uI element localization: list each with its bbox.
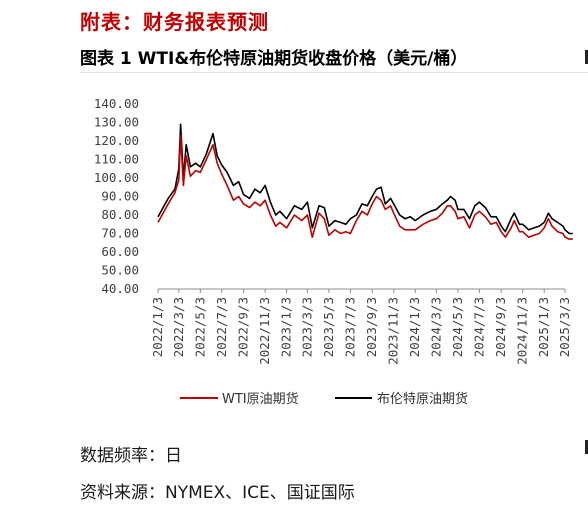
legend-label: WTI原油期货 — [222, 391, 299, 407]
legend-label: 布伦特原油期货 — [377, 391, 468, 407]
legend: WTI原油期货 布伦特原油期货 — [180, 391, 468, 407]
x-tick-label: 2025/3/3 — [557, 297, 572, 357]
chart-title: 图表 1 WTI&布伦特原油期货收盘价格（美元/桶） — [80, 49, 468, 69]
data-frequency-note: 数据频率：日 — [80, 446, 182, 466]
x-tick-label: 2025/1/3 — [536, 297, 551, 357]
y-tick-label: 120.00 — [94, 133, 139, 148]
x-tick-label: 2024/7/3 — [471, 297, 486, 357]
y-tick-label: 130.00 — [94, 115, 139, 130]
series-lines — [157, 123, 573, 240]
x-tick-label: 2024/11/3 — [515, 297, 530, 365]
y-tick-label: 100.00 — [94, 170, 139, 185]
x-tick-label: 2023/11/3 — [386, 297, 401, 365]
x-tick-label: 2024/3/3 — [428, 297, 443, 357]
y-tick-label: 90.00 — [101, 189, 139, 204]
x-tick-label: 2022/5/3 — [192, 297, 207, 357]
data-source-note: 资料来源：NYMEX、ICE、国证国际 — [80, 483, 355, 503]
x-tick-label: 2022/1/3 — [150, 297, 165, 357]
x-tick-label: 2023/5/3 — [321, 297, 336, 357]
y-tick-label: 80.00 — [101, 207, 139, 222]
y-tick-label: 110.00 — [94, 152, 139, 167]
legend-item-brent: 布伦特原油期货 — [335, 391, 468, 407]
y-tick-label: 50.00 — [101, 263, 139, 278]
x-tick-label: 2023/1/3 — [279, 297, 294, 357]
y-axis: 140.00 130.00 120.00 110.00 100.00 90.00 80.00… — [94, 96, 139, 296]
y-tick-label: 70.00 — [101, 226, 139, 241]
title-divider — [80, 72, 588, 73]
legend-item-wti: WTI原油期货 — [180, 391, 299, 407]
y-tick-label: 40.00 — [101, 281, 139, 296]
x-tick-label: 2023/9/3 — [364, 297, 379, 357]
wti-series-line — [157, 134, 573, 240]
x-tick-label: 2023/3/3 — [299, 297, 314, 357]
brent-series-line — [157, 123, 573, 235]
section-header: 附表：财务报表预测 — [80, 10, 269, 34]
right-edge-mark — [585, 50, 588, 64]
x-tick-label: 2022/3/3 — [171, 297, 186, 357]
line-chart: 140.00 130.00 120.00 110.00 100.00 90.00 80.00… — [94, 96, 573, 407]
y-tick-label: 140.00 — [94, 96, 139, 111]
x-tick-label: 2023/7/3 — [342, 297, 357, 357]
x-tick-label: 2022/7/3 — [214, 297, 229, 357]
x-tick-label: 2024/9/3 — [493, 297, 508, 357]
y-tick-label: 60.00 — [101, 244, 139, 259]
x-axis: 2022/1/3 2022/3/3 2022/5/3 2022/7/3 2022/9/3… — [150, 288, 572, 365]
right-edge-mark — [585, 440, 588, 454]
x-tick-label: 2024/1/3 — [407, 297, 422, 357]
x-tick-label: 2022/11/3 — [257, 297, 272, 365]
x-tick-label: 2022/9/3 — [236, 297, 251, 357]
x-tick-label: 2024/5/3 — [450, 297, 465, 357]
